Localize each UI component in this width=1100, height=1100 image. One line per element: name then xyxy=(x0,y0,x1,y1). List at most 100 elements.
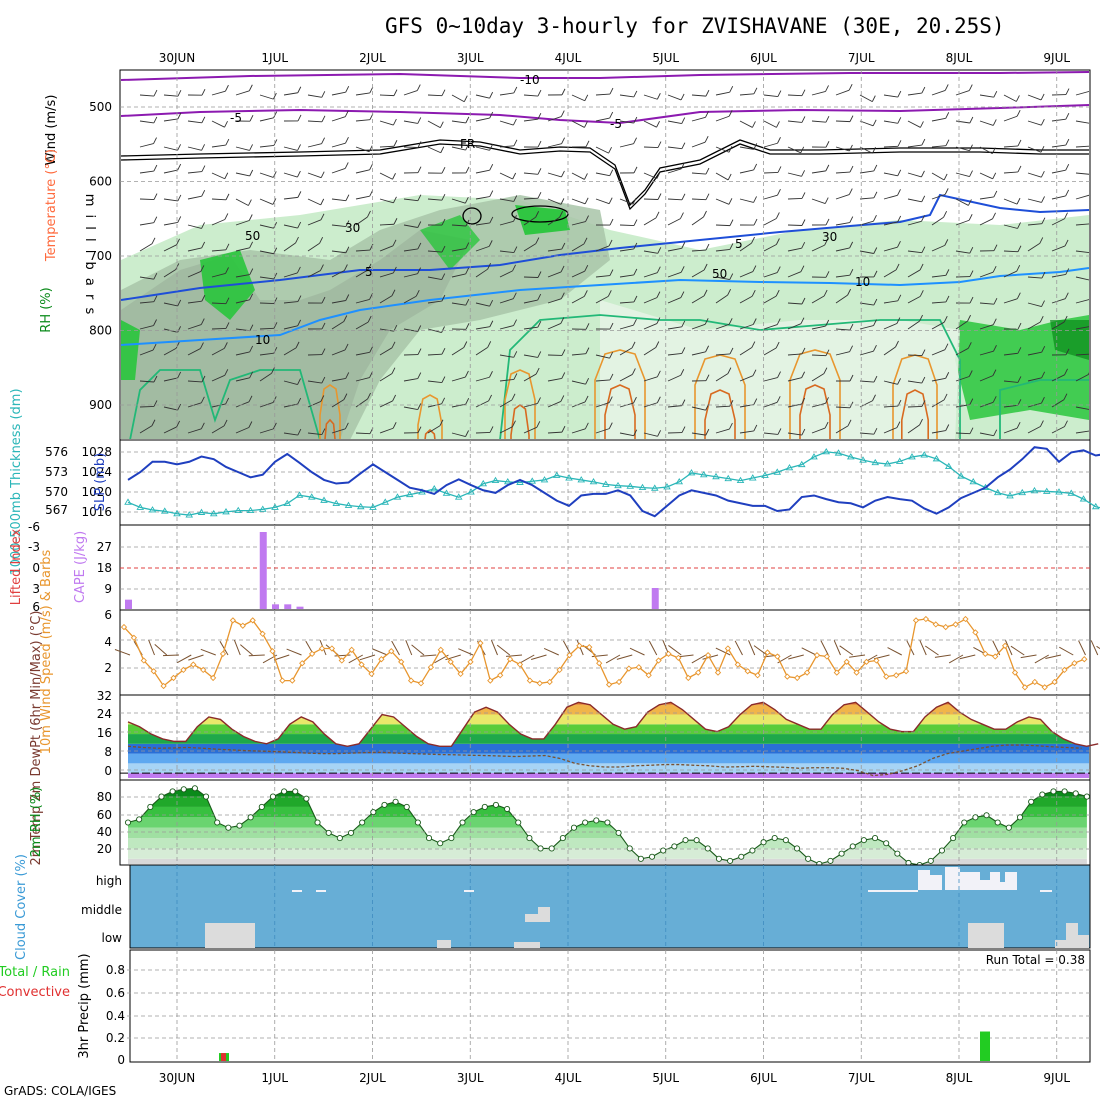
wind-barb xyxy=(979,146,993,155)
rh2m-point xyxy=(1005,824,1012,831)
wind-barb-flag xyxy=(705,374,710,381)
wind-barb xyxy=(859,220,874,226)
wind-barb-flag xyxy=(921,246,926,253)
wind-barb xyxy=(355,146,370,153)
thickness-point xyxy=(748,474,757,481)
wind10m-point xyxy=(794,674,801,682)
wind-barb xyxy=(715,373,729,382)
rh2m-point xyxy=(347,829,355,836)
wind-barb-flag xyxy=(1065,348,1070,356)
wind10m-barb xyxy=(1096,645,1100,650)
wind10m-barb xyxy=(506,654,523,657)
wind10m-point xyxy=(239,622,246,629)
rh2m-point xyxy=(972,814,979,821)
cloud-block xyxy=(538,907,550,922)
wind-barb xyxy=(379,347,393,356)
tick-label: 0.2 xyxy=(106,1031,125,1045)
wind-barb-flag xyxy=(633,318,637,326)
thickness-point xyxy=(295,491,304,498)
wind-barb xyxy=(499,325,514,330)
wind-barb-flag xyxy=(872,119,877,126)
wind10m-barb xyxy=(286,648,302,656)
wind10m-point xyxy=(942,623,949,631)
wind-barb-flag xyxy=(800,265,805,272)
wind-barb xyxy=(667,146,682,150)
wind-barb xyxy=(619,274,634,278)
temp-band xyxy=(128,763,1089,774)
isotherm-dome xyxy=(799,384,831,439)
wind10m-point xyxy=(724,645,732,652)
wind-barb xyxy=(907,320,920,330)
rh2m-point xyxy=(782,837,789,844)
wind-barb-flag xyxy=(801,371,806,378)
wind-barb xyxy=(787,403,802,408)
wind-barb xyxy=(355,432,371,435)
wind-barb xyxy=(355,351,370,356)
wind-barb xyxy=(907,405,923,408)
wind-barb xyxy=(571,198,586,205)
wind10m-barb xyxy=(248,654,265,657)
wind-barb xyxy=(1051,144,1066,148)
cloud-block xyxy=(437,940,451,948)
wind-barb-flag xyxy=(417,221,422,228)
wind-barb-flag xyxy=(801,192,806,199)
wind-barb xyxy=(955,146,970,152)
wind-barb xyxy=(1075,430,1089,434)
rh-band xyxy=(600,300,960,439)
wind-barb-flag xyxy=(273,322,278,329)
wind10m-barb xyxy=(753,645,768,656)
wind-barb xyxy=(883,323,898,330)
wind10m-point xyxy=(457,670,464,678)
wind-barb xyxy=(499,270,513,278)
wind-barb xyxy=(523,326,538,330)
cloud-blocks xyxy=(205,867,1089,948)
thickness-point xyxy=(846,453,855,460)
rh2m-point xyxy=(1072,790,1079,797)
rh2m-point xyxy=(359,819,366,826)
wind-barb xyxy=(379,400,393,408)
wind-barb-flag xyxy=(488,240,493,247)
rh2m-point xyxy=(281,788,288,795)
wind-barb-flag xyxy=(919,290,924,297)
wind-barb xyxy=(211,272,226,278)
wind-barb-flag xyxy=(465,143,470,151)
wind-barb xyxy=(787,432,802,436)
wind-barb-flag xyxy=(777,166,782,173)
wind-barb-flag xyxy=(345,85,350,93)
date-label-bottom: 3JUL xyxy=(457,1071,484,1085)
wind-barb xyxy=(595,93,610,96)
wind-barb xyxy=(931,89,946,96)
wind-barb-flag xyxy=(873,215,877,222)
wind-barb xyxy=(643,376,658,382)
wind-barb xyxy=(1003,171,1018,174)
wind-barb-flag xyxy=(657,141,662,148)
wind-barb-flag xyxy=(1017,399,1022,406)
wind10m-point xyxy=(665,650,672,657)
wind-barb xyxy=(1051,169,1066,174)
wind-barb-flag xyxy=(249,268,254,275)
wind-barb xyxy=(931,301,946,304)
precip-conv-bar xyxy=(221,1053,226,1061)
wind10m-point xyxy=(427,664,435,671)
thickness-point xyxy=(834,449,843,456)
date-label-bottom: 8JUL xyxy=(946,1071,973,1085)
wind-barb xyxy=(547,378,562,382)
wind-barb xyxy=(1027,302,1042,307)
wind-barb xyxy=(979,120,994,126)
wind-barb-flag xyxy=(705,193,710,200)
wind-barb xyxy=(763,401,778,408)
cape-bar xyxy=(284,604,292,609)
wind-barb xyxy=(139,170,154,174)
rh2m-point xyxy=(894,850,901,857)
wind-barb-flag xyxy=(775,289,780,297)
wind-barb-flag xyxy=(585,140,590,147)
wind-barb-flag xyxy=(847,419,852,427)
wind-barb xyxy=(211,249,226,252)
wind-barb xyxy=(139,243,153,252)
wind-barb-flag xyxy=(969,144,973,151)
wind-barb-flag xyxy=(825,141,830,148)
wind10m-barb xyxy=(405,639,413,656)
wind-barb xyxy=(355,249,370,252)
